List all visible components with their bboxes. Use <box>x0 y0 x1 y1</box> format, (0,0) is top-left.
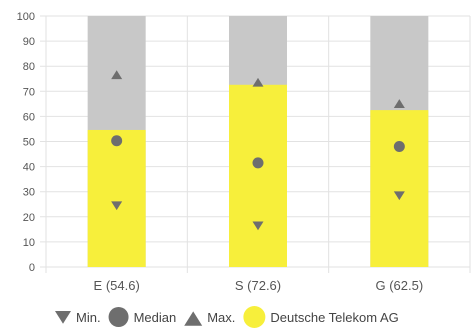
max-marker <box>393 99 405 108</box>
y-tick-label: 30 <box>23 187 35 199</box>
x-tick-label: G (62.5) <box>375 278 423 293</box>
max-marker <box>252 77 264 87</box>
legend-label: Max. <box>207 310 235 325</box>
y-tick-label: 80 <box>23 61 35 73</box>
min-marker <box>252 221 264 231</box>
y-tick-label: 90 <box>23 36 35 48</box>
triangle-up-icon <box>184 311 203 326</box>
legend-label: Median <box>134 310 177 325</box>
y-tick-label: 100 <box>17 11 35 23</box>
score-bar <box>370 110 429 267</box>
yellow-circle-icon <box>243 306 266 328</box>
median-marker <box>393 141 405 153</box>
legend-label: Deutsche Telekom AG <box>270 310 398 325</box>
min-marker <box>393 191 405 201</box>
max-marker <box>111 70 123 80</box>
y-tick-label: 0 <box>29 262 35 274</box>
y-tick-label: 70 <box>23 86 35 98</box>
score-bar <box>87 129 146 267</box>
min-marker <box>111 201 123 211</box>
circle-icon <box>108 307 129 327</box>
y-tick-label: 10 <box>23 237 35 249</box>
y-tick-label: 50 <box>23 137 35 149</box>
median-marker <box>111 135 123 147</box>
triangle-down-icon <box>55 311 71 324</box>
legend-label: Min. <box>76 310 101 325</box>
y-tick-label: 60 <box>23 111 35 123</box>
x-tick-label: E (54.6) <box>94 278 140 293</box>
median-marker <box>252 157 264 169</box>
x-tick-label: S (72.6) <box>235 278 281 293</box>
y-tick-label: 40 <box>23 162 35 174</box>
score-bar <box>229 84 287 267</box>
y-tick-label: 20 <box>23 212 35 224</box>
